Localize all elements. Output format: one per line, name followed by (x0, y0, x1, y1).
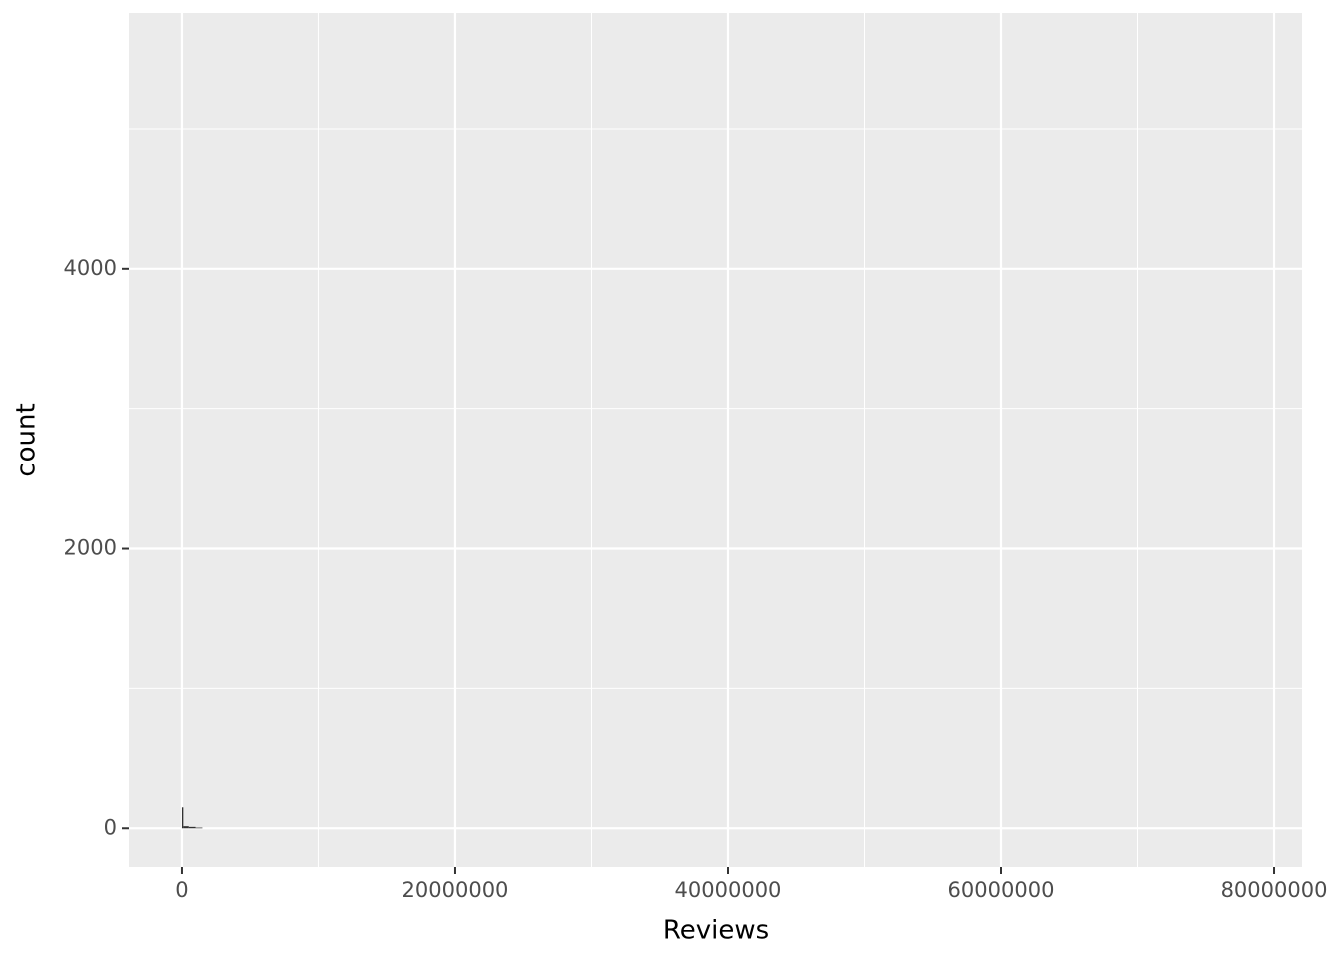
y-tick-label: 0 (104, 815, 117, 839)
x-tick-label: 0 (175, 878, 188, 902)
y-tick-label: 4000 (64, 256, 117, 280)
bar (188, 826, 196, 829)
x-tick-label: 60000000 (948, 878, 1055, 902)
y-axis-title: count (12, 403, 42, 476)
x-tick-label: 40000000 (675, 878, 782, 902)
bar (195, 827, 203, 829)
x-tick-label: 20000000 (402, 878, 509, 902)
x-axis-title: Reviews (663, 916, 769, 946)
bar (181, 807, 184, 829)
y-tick-label: 2000 (64, 536, 117, 560)
bar (183, 826, 189, 829)
x-tick-label: 80000000 (1221, 878, 1328, 902)
panel (129, 13, 1302, 867)
